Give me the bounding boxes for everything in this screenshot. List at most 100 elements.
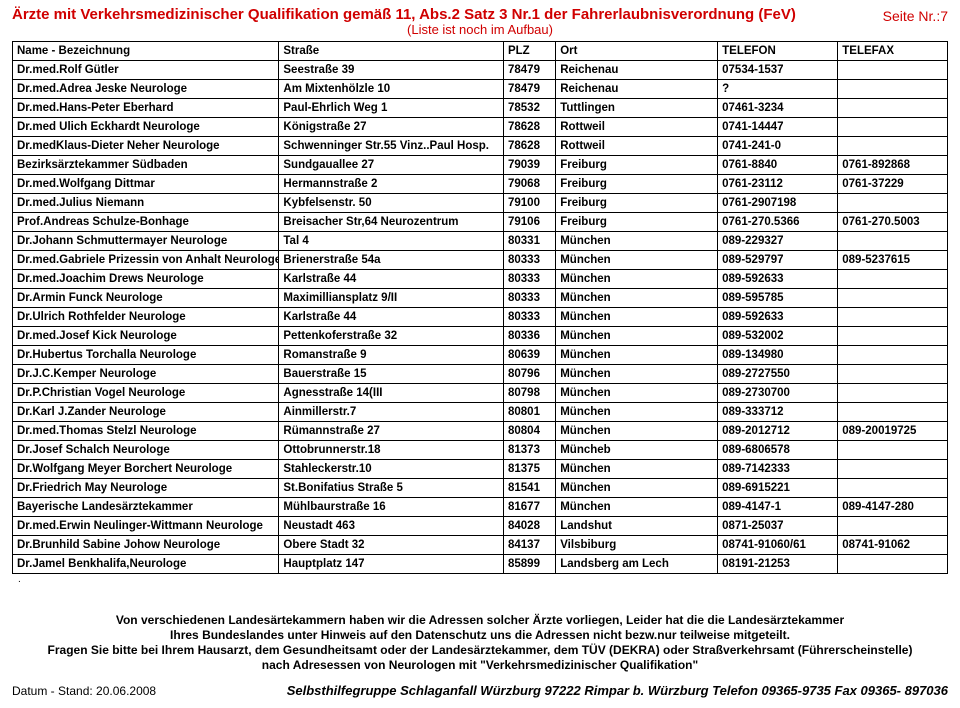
table-row: Dr.medKlaus-Dieter Neher NeurologeSchwen…	[13, 137, 948, 156]
table-cell: 089-6915221	[718, 479, 838, 498]
table-cell	[838, 403, 948, 422]
table-cell: 089-2012712	[718, 422, 838, 441]
col-header-fax: TELEFAX	[838, 42, 948, 61]
table-cell: Dr.J.C.Kemper Neurologe	[13, 365, 279, 384]
table-cell: Agnesstraße 14(III	[279, 384, 504, 403]
table-cell: München	[556, 232, 718, 251]
table-cell: Karlstraße 44	[279, 308, 504, 327]
table-row: Dr.Armin Funck NeurologeMaximilliansplat…	[13, 289, 948, 308]
table-cell: Freiburg	[556, 213, 718, 232]
table-cell: Dr.med.Hans-Peter Eberhard	[13, 99, 279, 118]
table-cell: 80336	[503, 327, 555, 346]
table-cell: Am Mixtenhölzle 10	[279, 80, 504, 99]
table-cell: 089-134980	[718, 346, 838, 365]
table-cell: Bayerische Landesärztekammer	[13, 498, 279, 517]
table-header-row: Name - Bezeichnung Straße PLZ Ort TELEFO…	[13, 42, 948, 61]
footnote-line: nach Adresessen von Neurologen mit "Verk…	[12, 658, 948, 673]
table-row: Dr.med.Josef Kick NeurologePettenkoferst…	[13, 327, 948, 346]
table-cell	[838, 517, 948, 536]
table-cell: 81375	[503, 460, 555, 479]
table-cell: Ottobrunnerstr.18	[279, 441, 504, 460]
table-row: Dr.Brunhild Sabine Johow NeurologeObere …	[13, 536, 948, 555]
table-cell: 78628	[503, 118, 555, 137]
footnote-block: Von verschiedenen Landesärtekammern habe…	[12, 613, 948, 673]
table-row: Dr.med.Thomas Stelzl NeurologeRümannstra…	[13, 422, 948, 441]
table-cell: Sundgauallee 27	[279, 156, 504, 175]
table-cell: München	[556, 365, 718, 384]
table-cell	[838, 384, 948, 403]
table-row: Dr.J.C.Kemper NeurologeBauerstraße 15807…	[13, 365, 948, 384]
table-cell: 80333	[503, 251, 555, 270]
footer-org: Selbsthilfegruppe Schlaganfall Würzburg …	[287, 683, 948, 698]
table-cell: Königstraße 27	[279, 118, 504, 137]
table-cell: 089-7142333	[718, 460, 838, 479]
table-cell: 78479	[503, 80, 555, 99]
table-cell	[838, 194, 948, 213]
table-cell: Reichenau	[556, 80, 718, 99]
table-cell: Pettenkoferstraße 32	[279, 327, 504, 346]
table-row: Dr.med.Wolfgang DittmarHermannstraße 279…	[13, 175, 948, 194]
table-cell: 80331	[503, 232, 555, 251]
table-cell: 089-6806578	[718, 441, 838, 460]
table-row: Bezirksärztekammer SüdbadenSundgauallee …	[13, 156, 948, 175]
table-cell: 08191-21253	[718, 555, 838, 574]
table-cell: München	[556, 270, 718, 289]
table-cell: 80796	[503, 365, 555, 384]
table-cell: 0761-37229	[838, 175, 948, 194]
table-cell: 08741-91062	[838, 536, 948, 555]
table-cell: 089-5237615	[838, 251, 948, 270]
table-cell: 089-229327	[718, 232, 838, 251]
table-cell: 07534-1537	[718, 61, 838, 80]
table-cell: 089-20019725	[838, 422, 948, 441]
table-cell: Ainmillerstr.7	[279, 403, 504, 422]
table-cell: Neustadt 463	[279, 517, 504, 536]
table-cell: Dr.med.Julius Niemann	[13, 194, 279, 213]
table-cell: München	[556, 308, 718, 327]
table-cell: München	[556, 251, 718, 270]
table-cell: Bezirksärztekammer Südbaden	[13, 156, 279, 175]
col-header-ort: Ort	[556, 42, 718, 61]
table-cell: 80333	[503, 270, 555, 289]
table-cell: 85899	[503, 555, 555, 574]
table-cell	[838, 137, 948, 156]
footer-date: Datum - Stand: 20.06.2008	[12, 684, 156, 698]
table-cell: Dr.Friedrich May Neurologe	[13, 479, 279, 498]
table-cell: Dr.med.Josef Kick Neurologe	[13, 327, 279, 346]
table-cell: Dr.med.Erwin Neulinger-Wittmann Neurolog…	[13, 517, 279, 536]
table-cell: Tuttlingen	[556, 99, 718, 118]
table-cell	[838, 308, 948, 327]
table-cell: 089-595785	[718, 289, 838, 308]
table-cell: St.Bonifatius Straße 5	[279, 479, 504, 498]
table-cell: Dr.med.Gabriele Prizessin von Anhalt Neu…	[13, 251, 279, 270]
table-cell: Obere Stadt 32	[279, 536, 504, 555]
table-cell: 80804	[503, 422, 555, 441]
table-cell: 089-333712	[718, 403, 838, 422]
table-row: Dr.med.Julius NiemannKybfelsenstr. 50791…	[13, 194, 948, 213]
table-cell: 81373	[503, 441, 555, 460]
table-cell: Freiburg	[556, 156, 718, 175]
table-cell: 0741-241-0	[718, 137, 838, 156]
col-header-street: Straße	[279, 42, 504, 61]
table-cell: Maximilliansplatz 9/II	[279, 289, 504, 308]
doctors-table: Name - Bezeichnung Straße PLZ Ort TELEFO…	[12, 41, 948, 574]
table-cell: Bauerstraße 15	[279, 365, 504, 384]
table-cell: Karlstraße 44	[279, 270, 504, 289]
table-cell: 81677	[503, 498, 555, 517]
table-cell: 0761-8840	[718, 156, 838, 175]
table-cell: Dr.med.Wolfgang Dittmar	[13, 175, 279, 194]
table-cell: Rümannstraße 27	[279, 422, 504, 441]
table-row: Dr.med Ulich Eckhardt NeurologeKönigstra…	[13, 118, 948, 137]
table-row: Dr.med.Gabriele Prizessin von Anhalt Neu…	[13, 251, 948, 270]
table-head: Name - Bezeichnung Straße PLZ Ort TELEFO…	[13, 42, 948, 61]
table-cell: ?	[718, 80, 838, 99]
table-cell: München	[556, 422, 718, 441]
table-cell: Stahleckerstr.10	[279, 460, 504, 479]
table-cell: 84028	[503, 517, 555, 536]
table-row: Dr.Friedrich May NeurologeSt.Bonifatius …	[13, 479, 948, 498]
col-header-name: Name - Bezeichnung	[13, 42, 279, 61]
continuation-dot: .	[18, 574, 948, 585]
table-row: Dr.Wolfgang Meyer Borchert NeurologeStah…	[13, 460, 948, 479]
table-cell	[838, 232, 948, 251]
footnote-line: Ihres Bundeslandes unter Hinweis auf den…	[12, 628, 948, 643]
table-row: Prof.Andreas Schulze-BonhageBreisacher S…	[13, 213, 948, 232]
